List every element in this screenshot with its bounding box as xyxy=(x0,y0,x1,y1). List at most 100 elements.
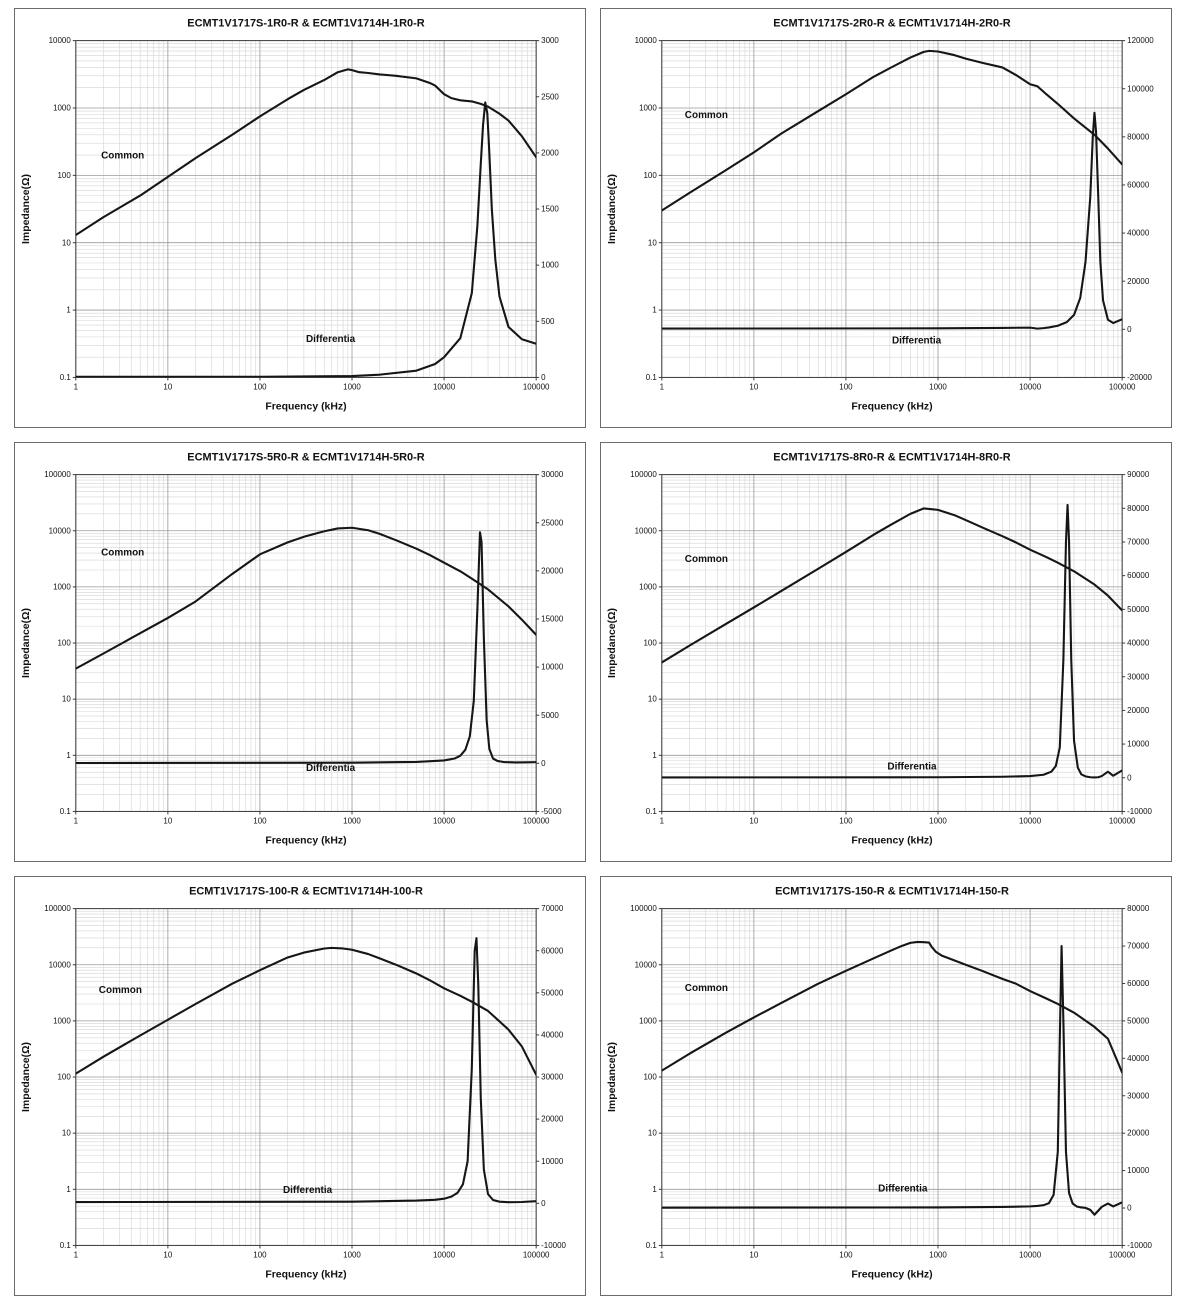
chart-title: ECMT1V1717S-100-R & ECMT1V1714H-100-R xyxy=(189,886,423,898)
chart-canvas-ecmt-5r0: 1000001000010001001010.13000025000200001… xyxy=(21,452,564,847)
differential-mode-curve xyxy=(75,531,537,765)
x-axis-label: Frequency (kHz) xyxy=(265,401,346,412)
x-axis-label: Frequency (kHz) xyxy=(851,835,932,846)
y-axis-label: Impedance(Ω) xyxy=(607,608,618,678)
svg-text:2000: 2000 xyxy=(541,148,559,157)
svg-text:40000: 40000 xyxy=(1127,229,1150,238)
axis-ticks xyxy=(658,908,1126,1249)
svg-text:100000: 100000 xyxy=(1127,84,1154,93)
axis-tick-labels: 1000001000010001001010.18000070000600005… xyxy=(630,904,1152,1259)
svg-text:2500: 2500 xyxy=(541,92,559,101)
differential-mode-curve xyxy=(75,937,537,1204)
svg-text:100000: 100000 xyxy=(630,470,657,479)
chart-canvas-ecmt-1r0: 1000010001001010.13000250020001500100050… xyxy=(21,18,559,413)
svg-text:0: 0 xyxy=(1127,325,1132,334)
chart-canvas-ecmt-8r0: 1000001000010001001010.19000080000700006… xyxy=(607,452,1153,847)
x-axis-label: Frequency (kHz) xyxy=(851,1269,932,1280)
y-axis-label: Impedance(Ω) xyxy=(21,174,32,244)
svg-text:70000: 70000 xyxy=(541,904,564,913)
axis-tick-labels: 1000010001001010.11200001000008000060000… xyxy=(635,36,1155,391)
chart-title: ECMT1V1717S-150-R & ECMT1V1714H-150-R xyxy=(775,886,1009,898)
svg-text:80000: 80000 xyxy=(1127,504,1150,513)
svg-text:0.1: 0.1 xyxy=(60,807,72,816)
svg-text:0: 0 xyxy=(541,1199,546,1208)
svg-text:1: 1 xyxy=(74,816,79,825)
svg-text:1000: 1000 xyxy=(53,1016,71,1025)
svg-text:0.1: 0.1 xyxy=(60,1241,72,1250)
svg-text:100000: 100000 xyxy=(630,904,657,913)
svg-text:1000: 1000 xyxy=(541,261,559,270)
svg-text:10: 10 xyxy=(648,1129,657,1138)
common-curve-label: Common xyxy=(685,110,728,121)
chart-title: ECMT1V1717S-2R0-R & ECMT1V1714H-2R0-R xyxy=(773,18,1010,30)
differential-curve-label: Differentia xyxy=(306,334,356,345)
differential-mode-curve xyxy=(661,111,1123,330)
svg-text:5000: 5000 xyxy=(541,711,559,720)
svg-text:1: 1 xyxy=(652,306,657,315)
chart-title: ECMT1V1717S-1R0-R & ECMT1V1714H-1R0-R xyxy=(187,18,424,30)
svg-text:-10000: -10000 xyxy=(541,1241,566,1250)
svg-text:100: 100 xyxy=(839,382,853,391)
svg-text:30000: 30000 xyxy=(541,470,564,479)
svg-text:10000: 10000 xyxy=(1019,382,1042,391)
y-axis-label: Impedance(Ω) xyxy=(607,1042,618,1112)
y-axis-label: Impedance(Ω) xyxy=(21,1042,32,1112)
chart-canvas-ecmt-100: 1000001000010001001010.17000060000500004… xyxy=(21,886,567,1281)
axis-ticks xyxy=(658,474,1126,815)
svg-text:1000: 1000 xyxy=(53,104,71,113)
differential-curve-label: Differentia xyxy=(283,1185,333,1196)
axis-ticks xyxy=(658,40,1126,381)
svg-text:10: 10 xyxy=(163,816,172,825)
svg-text:1500: 1500 xyxy=(541,205,559,214)
svg-text:1000: 1000 xyxy=(929,382,947,391)
svg-text:0.1: 0.1 xyxy=(60,373,72,382)
differential-curve-label: Differentia xyxy=(878,1184,928,1195)
svg-text:0.1: 0.1 xyxy=(646,807,658,816)
chart-panel-ecmt-100: 100000 10000 1000 100 10 1 0.1 70000 60000 50000 4… xyxy=(14,876,586,1296)
chart-title: ECMT1V1717S-8R0-R & ECMT1V1714H-8R0-R xyxy=(773,452,1010,464)
svg-text:1: 1 xyxy=(66,306,71,315)
svg-text:15000: 15000 xyxy=(541,615,564,624)
x-axis-label: Frequency (kHz) xyxy=(265,835,346,846)
chart-panel-ecmt-150: 100000 10000 1000 100 10 1 0.1 80000 70000 60000 5… xyxy=(600,876,1172,1296)
svg-text:100: 100 xyxy=(58,639,72,648)
svg-text:10000: 10000 xyxy=(433,816,456,825)
svg-text:50000: 50000 xyxy=(541,988,564,997)
svg-text:1000: 1000 xyxy=(639,104,657,113)
svg-text:60000: 60000 xyxy=(1127,571,1150,580)
svg-text:100: 100 xyxy=(58,171,72,180)
svg-text:70000: 70000 xyxy=(1127,538,1150,547)
svg-text:1: 1 xyxy=(660,1250,665,1259)
svg-text:100000: 100000 xyxy=(44,904,71,913)
svg-text:100: 100 xyxy=(644,1073,658,1082)
common-mode-curve xyxy=(75,526,537,670)
svg-text:1: 1 xyxy=(652,751,657,760)
svg-text:1000: 1000 xyxy=(343,382,361,391)
svg-text:10000: 10000 xyxy=(541,1157,564,1166)
common-mode-curve xyxy=(661,940,1123,1074)
common-mode-curve xyxy=(661,507,1123,664)
svg-text:120000: 120000 xyxy=(1127,36,1154,45)
common-mode-curve xyxy=(75,946,537,1076)
svg-text:0: 0 xyxy=(1127,773,1132,782)
svg-text:100: 100 xyxy=(253,1250,267,1259)
svg-text:100: 100 xyxy=(644,639,658,648)
svg-text:1000: 1000 xyxy=(639,582,657,591)
svg-text:60000: 60000 xyxy=(1127,979,1150,988)
svg-text:100: 100 xyxy=(839,1250,853,1259)
svg-text:60000: 60000 xyxy=(1127,181,1150,190)
svg-text:20000: 20000 xyxy=(1127,706,1150,715)
svg-text:1000: 1000 xyxy=(343,816,361,825)
svg-text:60000: 60000 xyxy=(541,946,564,955)
svg-text:0: 0 xyxy=(541,373,546,382)
chart-title: ECMT1V1717S-5R0-R & ECMT1V1714H-5R0-R xyxy=(187,452,424,464)
svg-text:90000: 90000 xyxy=(1127,470,1150,479)
differential-mode-curve xyxy=(661,945,1123,1216)
chart-canvas-ecmt-2r0: 1000010001001010.11200001000008000060000… xyxy=(607,18,1155,413)
common-curve-label: Common xyxy=(99,985,142,996)
svg-text:1: 1 xyxy=(660,382,665,391)
axis-ticks xyxy=(72,40,540,381)
svg-text:10: 10 xyxy=(749,816,758,825)
svg-text:40000: 40000 xyxy=(1127,1054,1150,1063)
